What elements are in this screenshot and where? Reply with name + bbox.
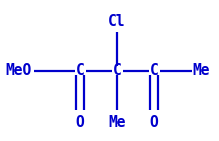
- Text: O: O: [76, 115, 85, 130]
- Text: Me: Me: [108, 115, 126, 130]
- Text: C: C: [113, 63, 122, 78]
- Text: Me: Me: [192, 63, 210, 78]
- Text: C: C: [76, 63, 85, 78]
- Text: Cl: Cl: [108, 14, 126, 29]
- Text: MeO: MeO: [5, 63, 31, 78]
- Text: O: O: [150, 115, 159, 130]
- Text: C: C: [150, 63, 159, 78]
